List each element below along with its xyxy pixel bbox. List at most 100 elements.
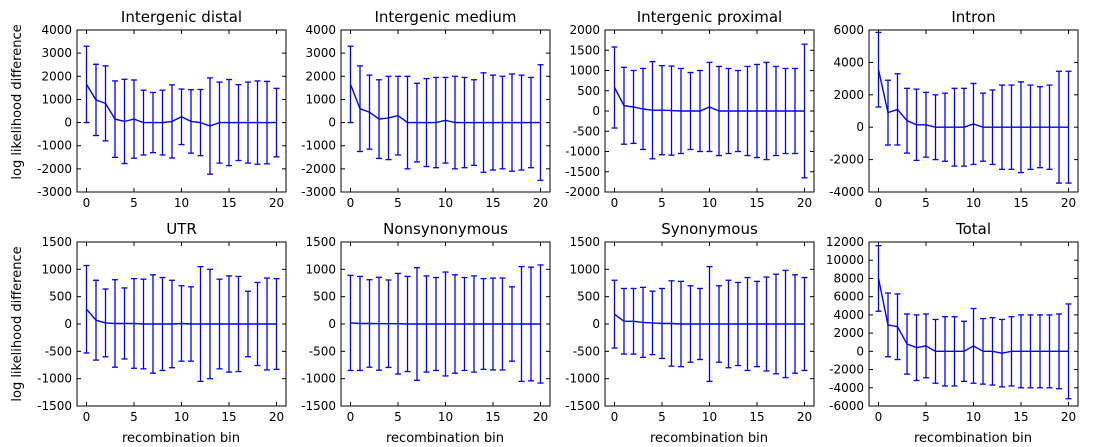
series-line bbox=[877, 69, 1069, 128]
y-tick-label: 0 bbox=[64, 317, 72, 331]
x-tick-label: 10 bbox=[966, 196, 981, 210]
y-tick-label: -3000 bbox=[37, 185, 72, 199]
y-tick-label: 0 bbox=[328, 116, 336, 130]
x-tick-label: 5 bbox=[658, 410, 666, 424]
y-tick-label: 0 bbox=[64, 116, 72, 130]
y-tick-label: 4000 bbox=[833, 308, 864, 322]
y-tick-label: 2000 bbox=[833, 326, 864, 340]
y-tick-label: -4000 bbox=[829, 381, 864, 395]
y-tick-label: 3000 bbox=[41, 46, 72, 60]
y-axis-label-bottom: log likelihood difference bbox=[10, 246, 25, 401]
y-tick-label: 0 bbox=[328, 317, 336, 331]
panel-title: Synonymous bbox=[661, 220, 758, 238]
y-tick-label: 2000 bbox=[305, 69, 336, 83]
subplot-4: Intron 0 5 10 15 20 -4000 -2000 0 2000 4000 6000 bbox=[829, 8, 1079, 210]
x-tick-label: 5 bbox=[130, 196, 138, 210]
series-line bbox=[613, 87, 805, 112]
y-tick-label: -500 bbox=[573, 344, 600, 358]
x-tick-label: 20 bbox=[269, 196, 284, 210]
x-tick-label: 0 bbox=[611, 410, 619, 424]
y-tick-label: 500 bbox=[313, 290, 336, 304]
x-tick-label: 10 bbox=[174, 410, 189, 424]
x-tick-label: 10 bbox=[174, 196, 189, 210]
panel-title: Intron bbox=[951, 8, 995, 26]
y-tick-label: -1500 bbox=[565, 399, 600, 413]
panel-title: Intergenic proximal bbox=[637, 8, 782, 26]
x-tick-label: 20 bbox=[1061, 196, 1076, 210]
y-tick-label: 3000 bbox=[305, 46, 336, 60]
y-tick-label: -6000 bbox=[829, 399, 864, 413]
series-line bbox=[350, 322, 541, 325]
x-tick-label: 0 bbox=[611, 196, 619, 210]
y-tick-label: -500 bbox=[45, 344, 72, 358]
y-tick-label: 0 bbox=[856, 120, 864, 134]
subplot-1: Intergenic distal 0 5 10 15 20 -3000 -2000 -1000… bbox=[37, 8, 287, 210]
x-tick-label: 15 bbox=[485, 410, 500, 424]
x-tick-label: 15 bbox=[1013, 196, 1028, 210]
x-tick-label: 0 bbox=[347, 196, 355, 210]
x-tick-label: 5 bbox=[658, 196, 666, 210]
panel-title: Intergenic distal bbox=[121, 8, 242, 26]
x-tick-label: 5 bbox=[922, 196, 930, 210]
y-tick-label: -3000 bbox=[301, 185, 336, 199]
y-tick-label: -500 bbox=[309, 344, 336, 358]
y-tick-label: 0 bbox=[856, 344, 864, 358]
y-tick-label: 500 bbox=[49, 290, 72, 304]
y-tick-label: 4000 bbox=[833, 55, 864, 69]
y-tick-label: -1000 bbox=[301, 139, 336, 153]
panel-title: Total bbox=[955, 220, 991, 238]
y-tick-label: 4000 bbox=[305, 23, 336, 37]
y-tick-label: -1000 bbox=[301, 372, 336, 386]
y-tick-label: -1000 bbox=[565, 145, 600, 159]
series-line bbox=[877, 278, 1069, 354]
y-tick-label: 2000 bbox=[41, 69, 72, 83]
panel-title: Intergenic medium bbox=[374, 8, 516, 26]
y-tick-label: 1000 bbox=[41, 262, 72, 276]
subplot-grid: Intergenic distal 0 5 10 15 20 -3000 -2000 -1000… bbox=[37, 8, 1079, 424]
x-tick-label: 15 bbox=[1013, 410, 1028, 424]
y-tick-label: 8000 bbox=[833, 271, 864, 285]
y-tick-label: 0 bbox=[592, 317, 600, 331]
y-tick-label: 1500 bbox=[569, 235, 600, 249]
y-tick-label: -1000 bbox=[37, 372, 72, 386]
y-tick-label: 1500 bbox=[569, 43, 600, 57]
y-tick-label: 0 bbox=[592, 104, 600, 118]
y-axis-label-top: log likelihood difference bbox=[10, 24, 25, 179]
series-line bbox=[85, 84, 277, 127]
panel-title: UTR bbox=[166, 220, 197, 238]
x-tick-label: 0 bbox=[83, 410, 91, 424]
y-tick-label: 4000 bbox=[41, 23, 72, 37]
subplot-8: Total 0 5 10 15 20 -6000 -4000 -2000 0 2000 4000 600… bbox=[826, 220, 1079, 424]
y-tick-label: 1500 bbox=[41, 235, 72, 249]
x-tick-label: 10 bbox=[438, 196, 453, 210]
y-tick-label: 12000 bbox=[826, 235, 864, 249]
y-tick-label: -2000 bbox=[829, 153, 864, 167]
x-tick-label: 15 bbox=[221, 196, 236, 210]
x-tick-label: 20 bbox=[797, 196, 812, 210]
x-tick-label: 5 bbox=[394, 410, 402, 424]
y-tick-label: -1000 bbox=[565, 372, 600, 386]
x-tick-label: 15 bbox=[485, 196, 500, 210]
x-tick-label: 15 bbox=[749, 196, 764, 210]
y-tick-label: 10000 bbox=[826, 253, 864, 267]
y-tick-label: -2000 bbox=[37, 162, 72, 176]
y-tick-label: 1000 bbox=[569, 64, 600, 78]
x-tick-label: 5 bbox=[922, 410, 930, 424]
subplot-6: Nonsynonymous 0 5 10 15 20 -1500 -1000 -500 0 500 1… bbox=[301, 220, 551, 424]
x-tick-label: 20 bbox=[797, 410, 812, 424]
series-line bbox=[349, 84, 541, 124]
y-tick-label: -1500 bbox=[301, 399, 336, 413]
subplot-3: Intergenic proximal 0 5 10 15 20 -2000 -1500 -10… bbox=[565, 8, 815, 210]
y-tick-label: 500 bbox=[577, 84, 600, 98]
x-tick-label: 15 bbox=[749, 410, 764, 424]
y-tick-label: 1000 bbox=[569, 262, 600, 276]
y-tick-label: -1000 bbox=[37, 139, 72, 153]
x-tick-label: 0 bbox=[875, 196, 883, 210]
y-tick-label: -1500 bbox=[565, 165, 600, 179]
x-tick-label: 20 bbox=[533, 410, 548, 424]
x-axis-label-2: recombination bin bbox=[386, 431, 504, 446]
y-tick-label: 2000 bbox=[833, 88, 864, 102]
subplot-5: UTR 0 5 10 15 20 -1500 -1000 -500 0 500 1000 1500 bbox=[37, 220, 287, 424]
y-tick-label: 6000 bbox=[833, 290, 864, 304]
